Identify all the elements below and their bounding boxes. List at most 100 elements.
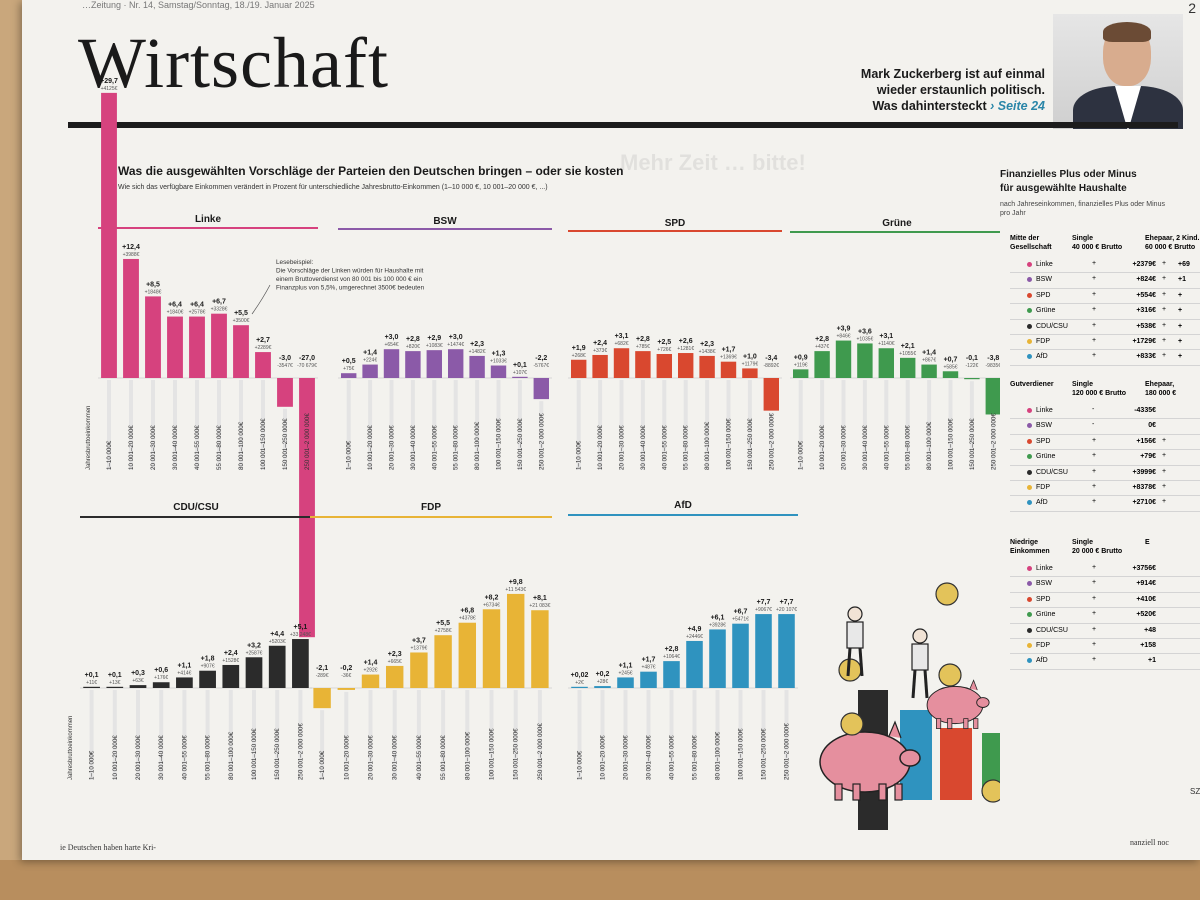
sidebar-title-line: Finanzielles Plus oder Minus [1000, 169, 1137, 180]
sidebar-row: CDU/CSU + +48 [1010, 624, 1200, 639]
bar [732, 623, 749, 688]
tick-stripe [252, 690, 256, 780]
x-tick-label: 40 001–55 000€ [669, 735, 676, 780]
party-color-dot [1027, 262, 1032, 267]
party-color-dot [1027, 338, 1032, 344]
coin [840, 712, 864, 736]
bar-amount-label: +268€ [572, 353, 586, 359]
tick-stripe [662, 380, 667, 470]
tick-stripe [640, 380, 645, 470]
party-color-dot [1027, 408, 1032, 413]
x-tick-label: 40 001–55 000€ [431, 425, 438, 470]
x-tick-label: 150 001–250 000€ [969, 418, 976, 470]
tick-stripe [392, 690, 397, 780]
bar-value-label: +8,5 [146, 281, 160, 288]
bar [531, 610, 549, 688]
sign-glyph: + [1162, 452, 1167, 460]
sign-glyph: + [1162, 321, 1167, 329]
pig-leg [947, 718, 953, 729]
tick-stripe [344, 691, 349, 780]
bar [709, 629, 726, 688]
tick-stripe [112, 690, 117, 780]
bar [222, 664, 240, 688]
teaser-page-link[interactable]: › Seite 24 [990, 99, 1045, 113]
party-name: BSW [1036, 422, 1052, 430]
party-name: Grüne [1036, 453, 1056, 461]
sidebar-row: CDU/CSU + +538€ + + [1010, 320, 1200, 335]
bar [763, 378, 780, 411]
bar [152, 682, 170, 688]
x-tick-label: 10 001–20 000€ [597, 425, 604, 470]
x-tick-label: 30 001–40 000€ [172, 425, 179, 470]
bar [385, 665, 404, 688]
value: + [1178, 322, 1183, 330]
bar-value-label: +2,3 [470, 341, 484, 348]
chart-party-title: SPD [665, 218, 686, 229]
bar-value-label: -2,2 [535, 355, 547, 362]
pig-snout [899, 749, 921, 767]
teaser[interactable]: Mark Zuckerberg ist auf einmal wieder er… [815, 66, 1045, 114]
coin [981, 779, 1000, 803]
bar [106, 686, 124, 688]
party-color-dot [1027, 658, 1032, 664]
tick-stripe [159, 690, 164, 780]
bar [686, 640, 703, 688]
group-label: Mitte der Gesellschaft [1010, 235, 1052, 251]
x-tick-label: 250 001–2 000 000€ [768, 413, 775, 470]
bar-amount-label: +2446€ [686, 634, 703, 640]
sign-glyph: + [1162, 467, 1167, 475]
sidebar-row: Linke + +3756€ [1010, 562, 1200, 578]
party-color-dot [1027, 469, 1032, 475]
bar-value-label: +3,7 [412, 637, 426, 644]
bar-value-label: +3,1 [615, 333, 629, 340]
x-tick-label: 150 001–250 000€ [274, 728, 281, 780]
sign-glyph: + [1092, 260, 1097, 267]
bar-amount-label: +1369€ [720, 355, 737, 361]
tick-stripe [283, 408, 287, 470]
tick-stripe [927, 380, 932, 470]
bar-value-label: +6,4 [168, 302, 182, 309]
bar-amount-label: +11€ [86, 680, 97, 686]
bar [699, 355, 715, 378]
bar-value-label: +1,0 [743, 353, 757, 360]
bar-amount-label: +292€ [363, 668, 377, 674]
pig-ear [969, 679, 978, 691]
chart-bsw: BSW +0,5+75€ 1–10 000€ +1,4+224€ 10 001–20 0… [338, 216, 552, 470]
group-label: Niedrige Einkommen [1010, 539, 1050, 555]
bar-amount-label: +3500€ [233, 318, 250, 324]
party-name: AfD [1036, 353, 1048, 361]
party-name: AfD [1036, 657, 1048, 665]
bar-value-label: +2,1 [901, 343, 915, 350]
x-tick-label: 10 001–20 000€ [367, 425, 374, 470]
tick-stripe [646, 690, 651, 780]
x-tick-label: 1–10 000€ [319, 750, 326, 780]
bar-value-label: +8,2 [485, 594, 499, 601]
x-tick-label: 250 001–2 000 000€ [304, 413, 311, 470]
tick-stripe [862, 380, 867, 470]
sign-glyph: + [1092, 306, 1097, 314]
bar [199, 670, 216, 688]
x-tick-label: 80 001–100 000€ [715, 731, 722, 780]
bar-value-label: +12,4 [122, 244, 140, 251]
bar-value-label: +2,8 [636, 336, 650, 343]
tick-stripe [129, 380, 133, 470]
sign-glyph: + [1162, 306, 1167, 314]
bar-amount-label: +1840€ [167, 310, 184, 316]
x-tick-label: 20 001–30 000€ [368, 735, 375, 780]
bar [426, 350, 443, 378]
tick-stripe [239, 380, 243, 470]
bar-amount-label: +2289€ [255, 345, 272, 351]
party-color-dot [1027, 500, 1032, 506]
value: +538€ [1136, 322, 1156, 330]
bar-value-label: +0,02 [571, 672, 589, 679]
tick-stripe [513, 690, 518, 780]
tick-stripe [576, 380, 581, 470]
bar-amount-label: +3988€ [123, 252, 140, 258]
bar-amount-label: +2€ [575, 680, 584, 686]
sidebar-row: AfD + +1 [1010, 654, 1200, 670]
bar [617, 677, 634, 688]
tick-stripe [261, 380, 265, 470]
party-name: Linke [1036, 565, 1053, 572]
tick-stripe [820, 380, 825, 470]
tick-stripe [151, 380, 155, 470]
